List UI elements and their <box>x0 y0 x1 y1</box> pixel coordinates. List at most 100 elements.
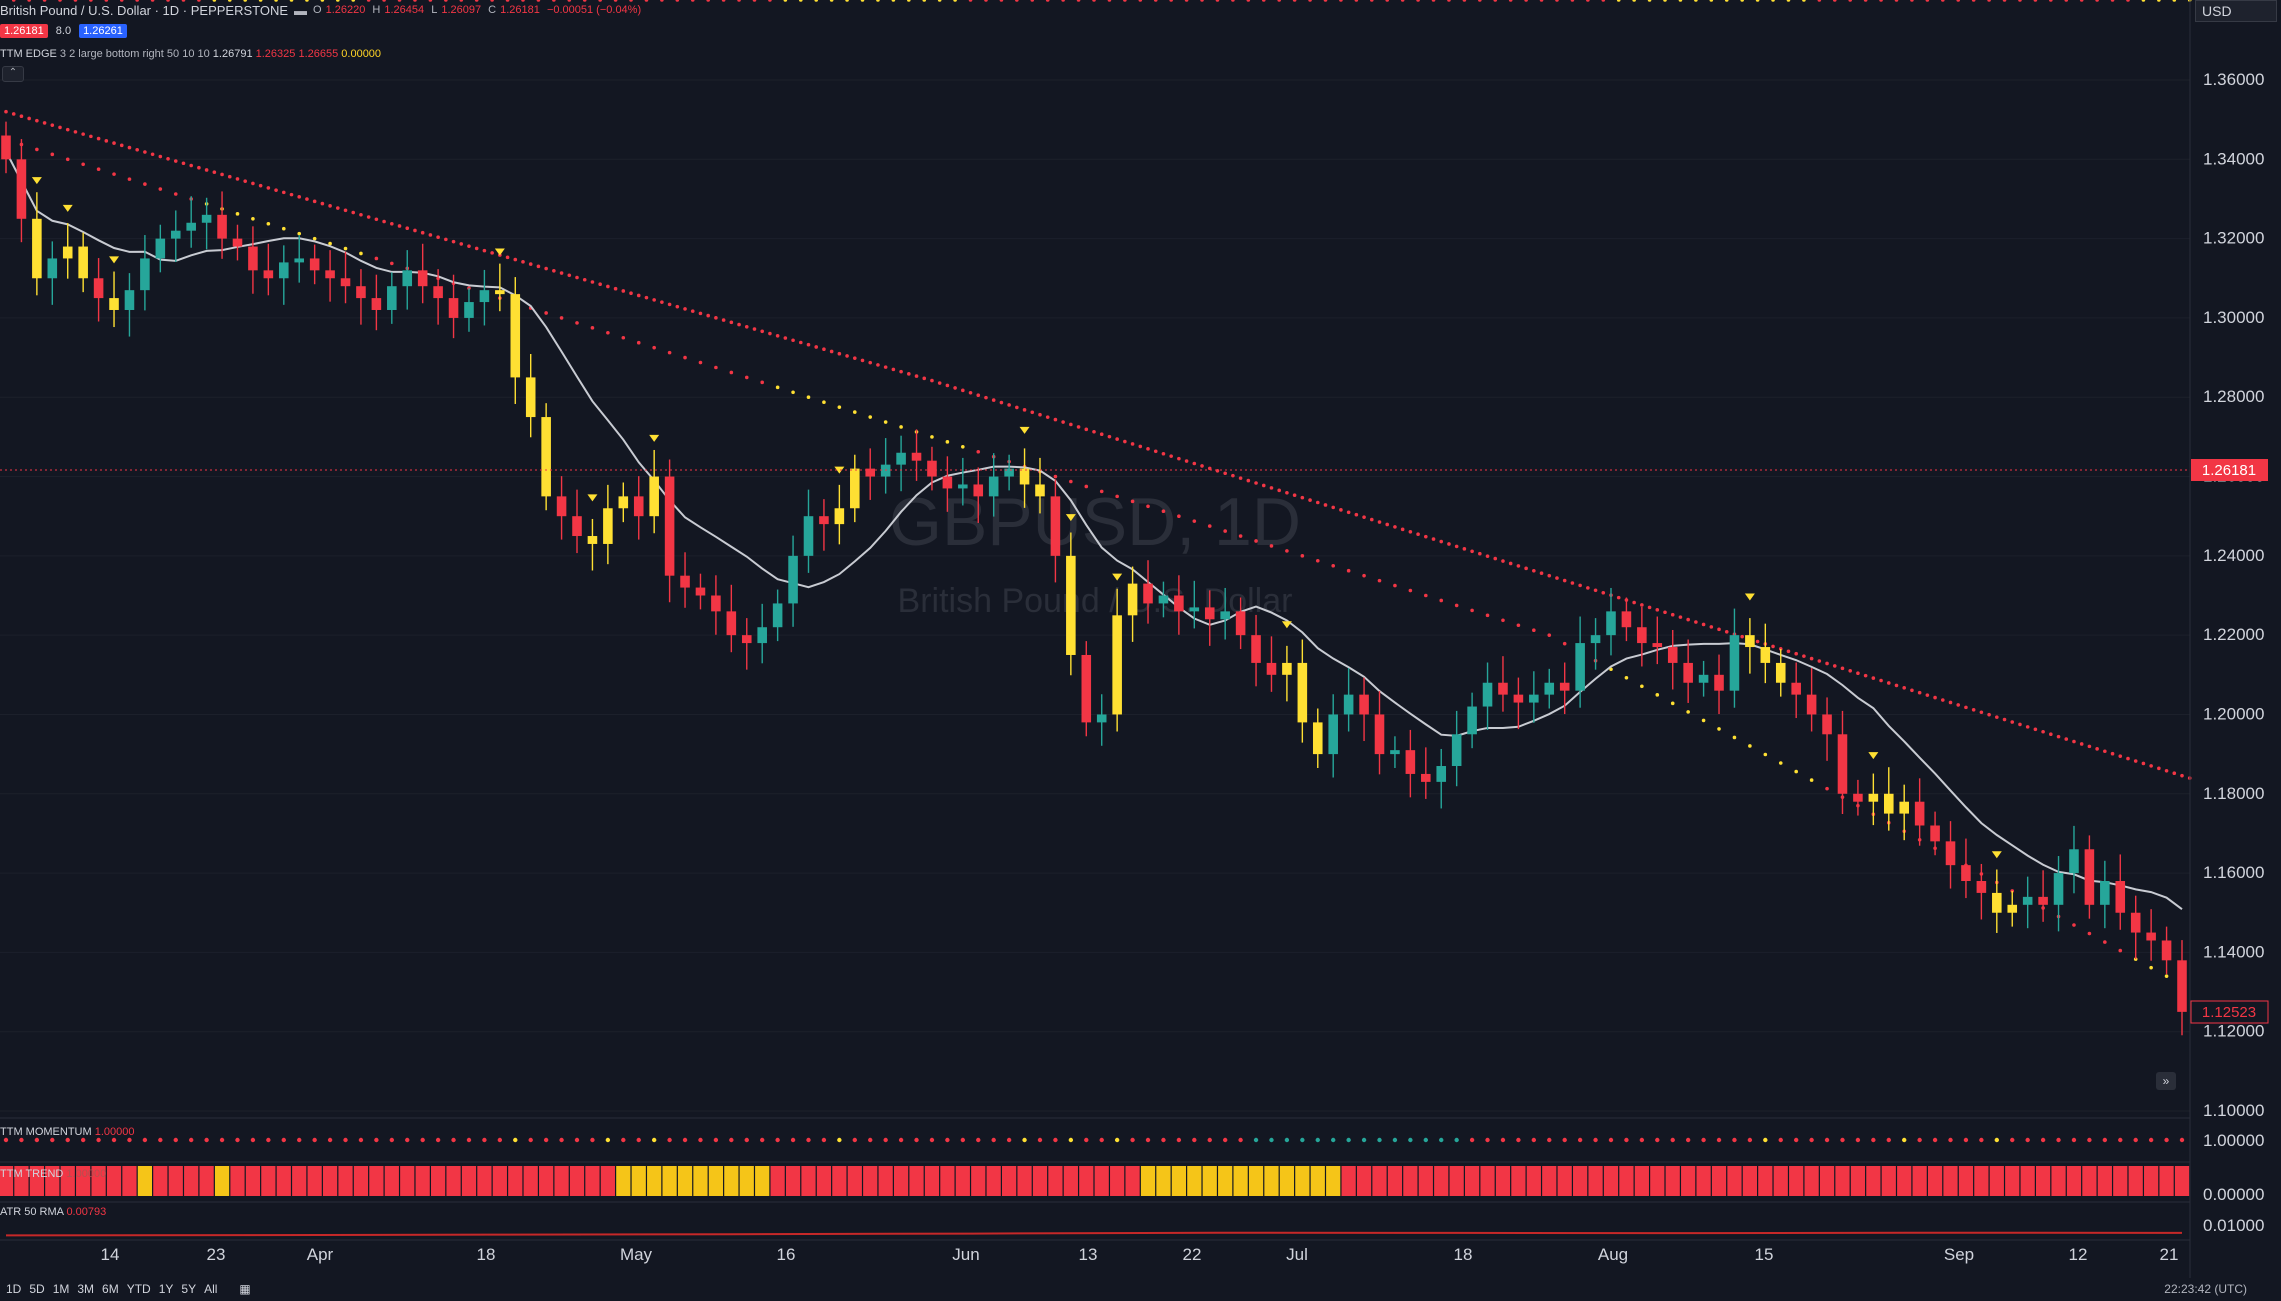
candle-body <box>850 468 860 509</box>
edge-dot <box>1848 668 1852 673</box>
trend-bar <box>2066 1166 2082 1196</box>
range-button-5y[interactable]: 5Y <box>181 1282 197 1296</box>
edge-dot <box>1532 568 1536 573</box>
trend-bar <box>1110 1166 1125 1196</box>
candle-body <box>2084 849 2095 905</box>
edge-dot <box>1007 403 1011 407</box>
candle-body <box>2022 896 2033 905</box>
candle-body <box>757 627 767 644</box>
trend-bar <box>1711 1166 1727 1196</box>
edge-dot <box>1670 701 1675 706</box>
currency-select[interactable]: USD <box>2195 0 2277 22</box>
trend-bar <box>168 1166 183 1196</box>
ask-button[interactable]: 1.26261 <box>79 24 127 38</box>
trend-bar <box>106 1166 122 1196</box>
calendar-icon[interactable]: ▦ <box>239 1282 251 1296</box>
candle-body <box>93 278 104 299</box>
momentum-dot <box>667 1137 672 1143</box>
edge-dot <box>235 212 240 216</box>
momentum-dot <box>790 1137 796 1143</box>
edge-dot <box>2010 720 2015 724</box>
edge-dot <box>474 0 479 2</box>
edge-dot <box>413 228 417 233</box>
momentum-dot <box>1408 1137 1413 1143</box>
edge-dot <box>1832 664 1837 668</box>
edge-dot <box>1377 520 1382 524</box>
candle-body <box>1992 892 2002 913</box>
edge-dot <box>2049 732 2053 736</box>
edge-dot <box>1231 0 1235 2</box>
trend-bar <box>477 1166 492 1196</box>
momentum-dot <box>2071 1137 2077 1143</box>
candle-body <box>1143 583 1153 604</box>
edge-dot <box>1632 0 1636 2</box>
edge-dot <box>1123 0 1127 2</box>
candle-body <box>16 159 27 219</box>
collapse-legend-button[interactable]: ⌃ <box>2 66 24 82</box>
range-button-6m[interactable]: 6M <box>102 1282 119 1296</box>
ttm-edge-legend[interactable]: TTM EDGE 3 2 large bottom right 50 10 10… <box>0 48 381 60</box>
candle-body <box>819 516 829 525</box>
bid-button[interactable]: 1.26181 <box>0 24 48 38</box>
candle-body <box>1158 595 1169 604</box>
range-button-1m[interactable]: 1M <box>52 1282 70 1296</box>
edge-dot <box>1956 703 1961 707</box>
range-button-1y[interactable]: 1Y <box>158 1282 174 1296</box>
hide-icon[interactable]: ▬ <box>294 2 308 18</box>
edge-dot <box>1686 617 1690 622</box>
trend-bar <box>14 1166 29 1196</box>
trend-legend[interactable]: TTM TREND 1.00000 <box>0 1168 106 1180</box>
trend-bar <box>1480 1166 1495 1196</box>
edge-dot <box>621 289 626 293</box>
edge-dot <box>991 398 996 402</box>
candle-body <box>1667 647 1678 663</box>
edge-dot <box>420 230 425 235</box>
momentum-dot <box>1531 1137 1537 1143</box>
edge-dot <box>961 388 965 393</box>
symbol-title[interactable]: British Pound / U.S. Dollar · 1D · PEPPE… <box>0 2 289 18</box>
last-price-tag <box>2190 1000 2269 1024</box>
edge-dot <box>1562 578 1567 583</box>
momentum-dot <box>1377 1137 1382 1143</box>
indicator-tick-label: 0.01000 <box>2203 1216 2264 1235</box>
trend-bar <box>1789 1166 1804 1196</box>
range-button-3m[interactable]: 3M <box>77 1282 95 1296</box>
range-button-1d[interactable]: 1D <box>6 1282 22 1296</box>
trend-bar <box>1372 1166 1387 1196</box>
edge-dot <box>251 181 255 186</box>
edge-dot <box>2002 717 2007 722</box>
trend-bar <box>1048 1166 1063 1196</box>
candle-body <box>1019 468 1030 485</box>
squeeze-arrow <box>31 177 42 185</box>
momentum-dot <box>173 1137 178 1143</box>
momentum-dot <box>2102 1137 2108 1143</box>
bid-ask-row: 1.26181 8.0 1.26261 <box>0 22 127 40</box>
momentum-dot <box>65 1137 70 1143</box>
range-button-all[interactable]: All <box>204 1282 218 1296</box>
candle-body <box>1312 722 1323 755</box>
momentum-dot <box>1284 1137 1290 1143</box>
trend-bar <box>400 1166 415 1196</box>
edge-dot <box>1200 464 1204 468</box>
edge-dot <box>212 170 217 175</box>
candle-body <box>1976 881 1987 893</box>
edge-dot <box>1786 649 1791 654</box>
utc-time[interactable]: 22:23:42 (UTC) <box>2164 1282 2247 1296</box>
range-button-ytd[interactable]: YTD <box>126 1282 151 1296</box>
momentum-legend[interactable]: TTM MOMENTUM 1.00000 <box>0 1126 134 1138</box>
range-button-5d[interactable]: 5D <box>29 1282 45 1296</box>
edge-dot <box>1015 405 1019 410</box>
time-axis[interactable]: 14 23 Apr 18 May 16 Jun 13 22 Jul 18 Aug 15 Sep 12 21 <box>101 1245 2179 1264</box>
candle-body <box>279 262 289 279</box>
price-axis[interactable]: 1.360001.340001.320001.300001.280001.260… <box>2189 0 2264 1278</box>
scroll-to-realtime-button[interactable]: » <box>2156 1072 2176 1090</box>
atr-legend[interactable]: ATR 50 RMA 0.00793 <box>0 1206 106 1218</box>
edge-dot <box>1748 744 1752 748</box>
momentum-dot <box>111 1137 117 1143</box>
edge-dot <box>1863 673 1868 678</box>
trend-bar <box>384 1166 399 1196</box>
edge-dot <box>243 179 248 183</box>
edge-dot <box>1261 483 1266 488</box>
edge-dot <box>675 304 680 309</box>
